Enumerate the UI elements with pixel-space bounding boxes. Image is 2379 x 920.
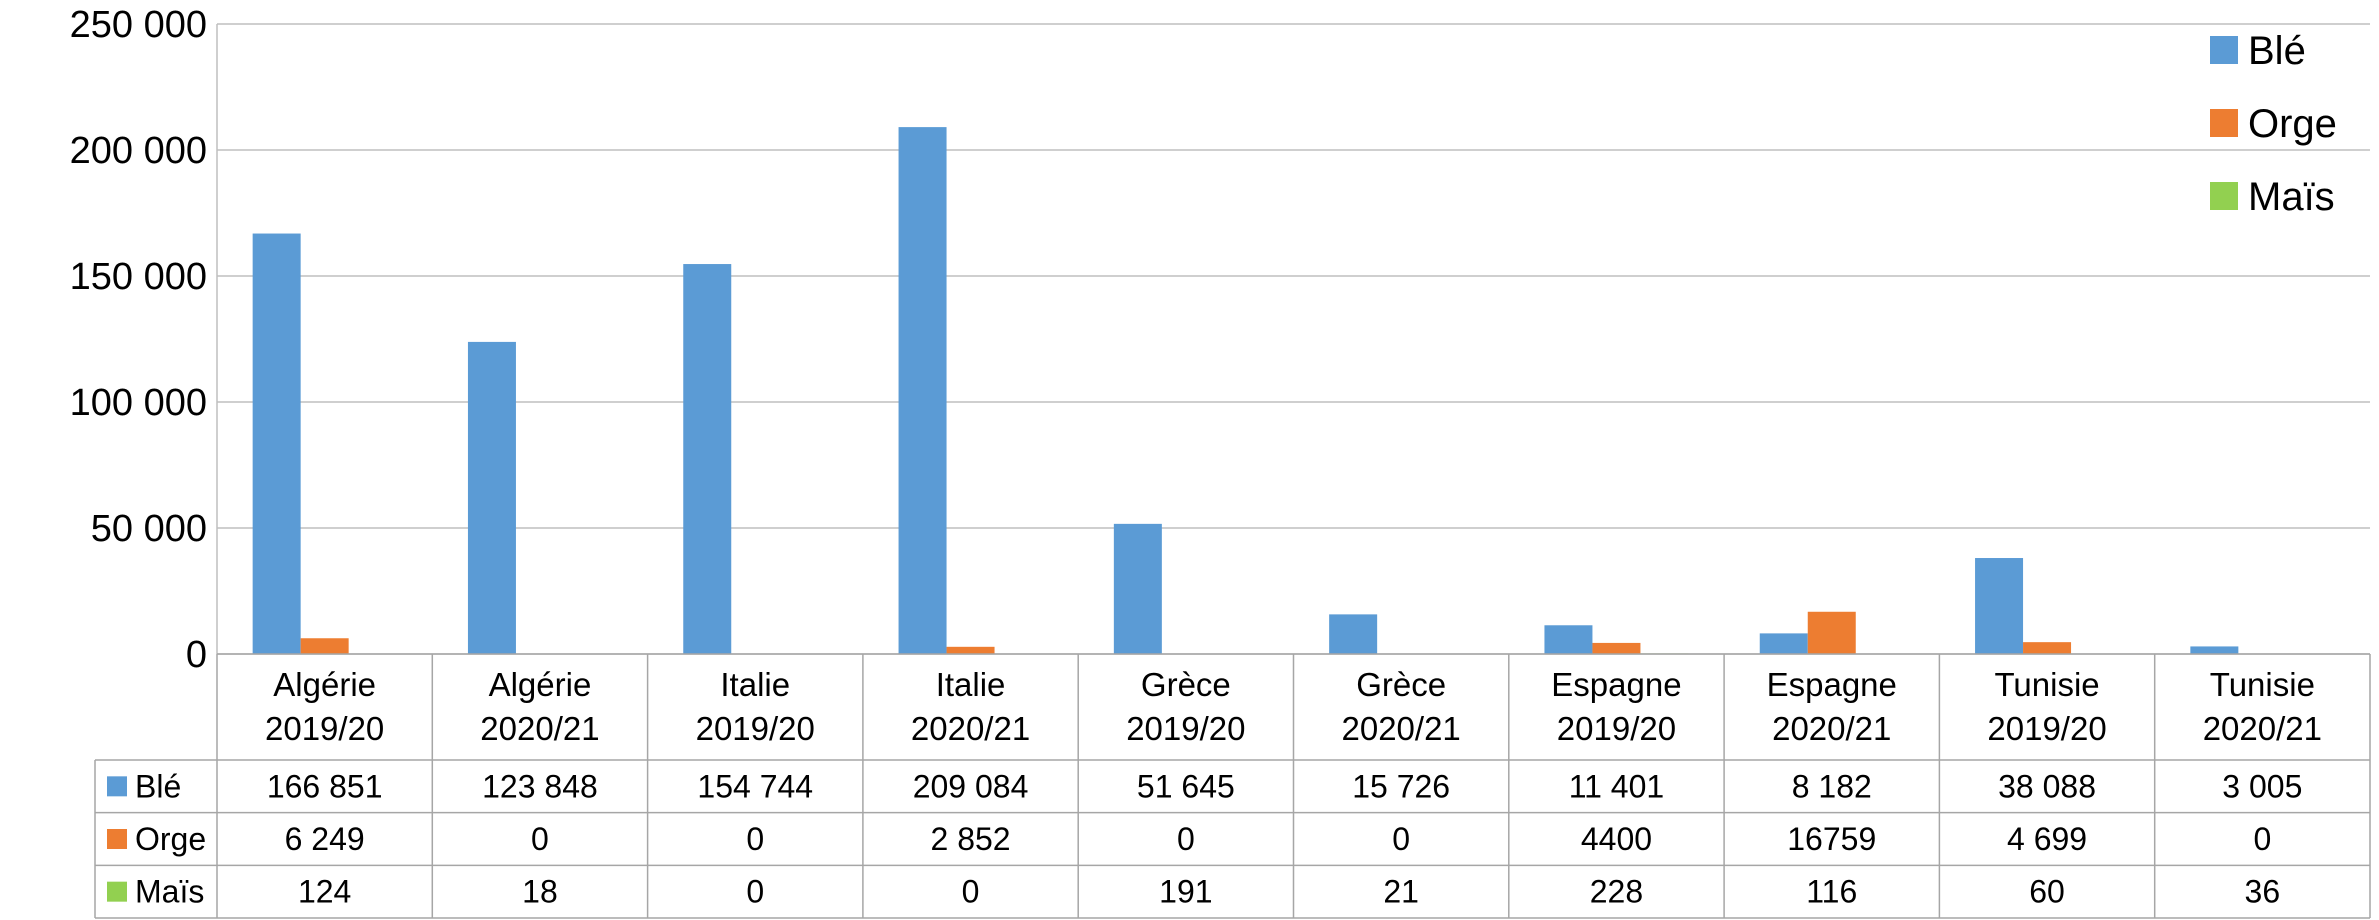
data-label: 6 249 (285, 821, 365, 857)
y-tick-label: 150 000 (70, 256, 207, 298)
data-label: 0 (746, 874, 764, 910)
x-category-sublabel: 2019/20 (265, 710, 384, 747)
legend-swatch-blé (2210, 36, 2238, 64)
bar-blé (252, 233, 301, 655)
bar-orge (1592, 642, 1641, 654)
data-label: 154 744 (697, 768, 813, 804)
x-category-label: Grèce (1141, 666, 1231, 703)
data-label: 51 645 (1137, 768, 1235, 804)
data-label: 0 (746, 821, 764, 857)
data-label: 4400 (1581, 821, 1652, 857)
x-category-sublabel: 2020/21 (480, 710, 599, 747)
data-label: 191 (1159, 874, 1212, 910)
table-legend-key-maïs (107, 881, 127, 902)
data-label: 124 (298, 874, 351, 910)
data-label: 209 084 (913, 768, 1029, 804)
x-category-sublabel: 2020/21 (2203, 710, 2322, 747)
x-category-label: Tunisie (1994, 666, 2099, 703)
data-label: 0 (2253, 821, 2271, 857)
x-category-sublabel: 2019/20 (1557, 710, 1676, 747)
bar-blé (683, 264, 732, 654)
legend-label: Orge (2248, 102, 2337, 146)
x-category-sublabel: 2020/21 (1342, 710, 1461, 747)
data-label: 21 (1383, 874, 1419, 910)
data-label: 4 699 (2007, 821, 2087, 857)
bar-orge (2023, 642, 2072, 654)
x-category-label: Grèce (1356, 666, 1446, 703)
x-category-label: Espagne (1767, 666, 1897, 703)
x-category-label: Italie (720, 666, 790, 703)
data-label: 0 (1392, 821, 1410, 857)
data-label: 116 (1806, 874, 1857, 910)
legend-label: Blé (2248, 29, 2306, 73)
bar-blé (2190, 646, 2239, 654)
bar-blé (1544, 625, 1593, 654)
data-label: 16759 (1787, 821, 1876, 857)
table-legend-key-blé (107, 776, 127, 797)
y-tick-label: 200 000 (70, 130, 207, 172)
table-series-name: Blé (135, 768, 181, 804)
bar-blé (898, 127, 947, 654)
x-category-label: Algérie (273, 666, 376, 703)
table-series-name: Maïs (135, 874, 204, 910)
bar-orge (300, 638, 349, 654)
x-category-label: Tunisie (2210, 666, 2315, 703)
data-label: 11 401 (1569, 768, 1665, 804)
data-label: 228 (1590, 874, 1643, 910)
data-label: 3 005 (2222, 768, 2302, 804)
bar-orge (946, 646, 995, 654)
x-category-sublabel: 2019/20 (1126, 710, 1245, 747)
x-category-sublabel: 2020/21 (911, 710, 1030, 747)
data-label: 2 852 (931, 821, 1011, 857)
x-category-sublabel: 2020/21 (1772, 710, 1891, 747)
data-label: 38 088 (1998, 768, 2096, 804)
data-label: 0 (531, 821, 549, 857)
bar-blé (1113, 523, 1162, 654)
data-label: 60 (2029, 874, 2065, 910)
bar-blé (467, 341, 516, 654)
data-label: 0 (1177, 821, 1195, 857)
legend-swatch-maïs (2210, 182, 2238, 210)
x-category-sublabel: 2019/20 (696, 710, 815, 747)
data-label: 15 726 (1352, 768, 1450, 804)
data-label: 0 (962, 874, 980, 910)
y-tick-label: 50 000 (91, 508, 207, 550)
y-tick-label: 100 000 (70, 382, 207, 424)
x-category-sublabel: 2019/20 (1987, 710, 2106, 747)
bar-blé (1975, 558, 2024, 654)
legend-swatch-orge (2210, 109, 2238, 137)
data-label: 36 (2245, 874, 2281, 910)
x-category-label: Italie (936, 666, 1006, 703)
x-category-label: Espagne (1551, 666, 1681, 703)
table-legend-key-orge (107, 829, 127, 849)
bar-blé (1329, 614, 1378, 654)
data-label: 8 182 (1792, 768, 1872, 804)
data-label: 123 848 (482, 768, 598, 804)
y-tick-label: 250 000 (70, 4, 207, 46)
data-label: 166 851 (267, 768, 383, 804)
bar-blé (1759, 633, 1808, 654)
data-label: 18 (522, 874, 558, 910)
y-tick-label: 0 (186, 634, 207, 676)
bar-orge (1807, 611, 1856, 654)
legend-label: Maïs (2248, 175, 2335, 219)
table-series-name: Orge (135, 821, 206, 857)
x-category-label: Algérie (489, 666, 592, 703)
